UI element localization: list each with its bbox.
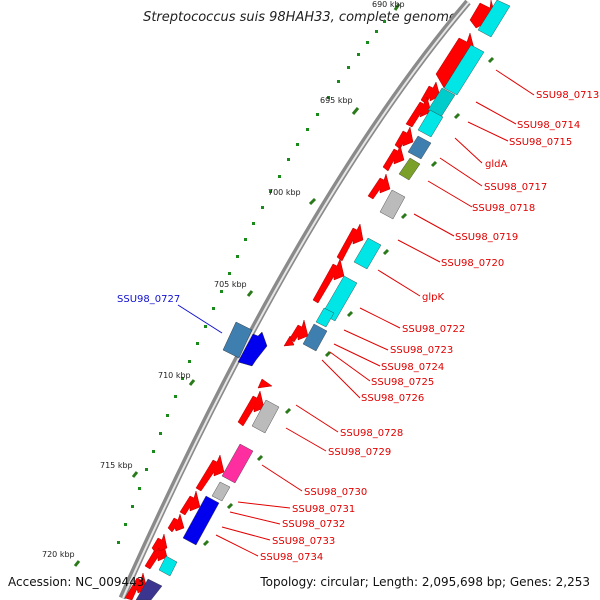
gene-label-glda[interactable]: gldA <box>485 159 507 170</box>
cds-0720-arrow[interactable] <box>336 223 364 262</box>
gene-label-0723[interactable]: SSU98_0723 <box>390 345 453 356</box>
gene-label-0726[interactable]: SSU98_0726 <box>361 393 424 404</box>
cat-0717[interactable] <box>407 135 432 160</box>
tick-label-720: 720 kbp <box>42 550 75 559</box>
tick-label-690: 690 kbp <box>372 0 405 9</box>
gene-label-0715[interactable]: SSU98_0715 <box>509 137 572 148</box>
gene-label-0714[interactable]: SSU98_0714 <box>517 120 580 131</box>
cds-0727-arrow[interactable] <box>237 331 268 367</box>
label-leader-0727 <box>177 304 223 334</box>
feature-category-ring <box>135 0 511 600</box>
gene-label-0717[interactable]: SSU98_0717 <box>484 182 547 193</box>
cds-0729-arrow[interactable] <box>257 378 273 389</box>
gene-label-0719[interactable]: SSU98_0719 <box>455 232 518 243</box>
cat-0724[interactable] <box>315 307 335 328</box>
cds-0726-arrow[interactable] <box>283 335 295 347</box>
cds-0731-arrow[interactable] <box>179 490 201 516</box>
cat-0731[interactable] <box>182 495 220 546</box>
cat-0729[interactable] <box>221 443 254 484</box>
cds-0717-arrow[interactable] <box>394 126 414 150</box>
inner-tick-marks <box>202 56 495 547</box>
cds-0719-arrow[interactable] <box>367 173 391 200</box>
gene-label-0732[interactable]: SSU98_0732 <box>282 519 345 530</box>
cds-0730-arrow[interactable] <box>195 454 225 492</box>
tick-label-715: 715 kbp <box>100 461 133 470</box>
gene-label-0730[interactable]: SSU98_0730 <box>304 487 367 498</box>
tick-labels: 690 kbp 695 kbp 700 kbp 705 kbp 710 kbp … <box>42 0 405 559</box>
cat-0735[interactable] <box>135 578 163 600</box>
cat-0728[interactable] <box>251 399 280 434</box>
genome-summary: Topology: circular; Length: 2,095,698 bp… <box>260 575 590 589</box>
gene-label-0722[interactable]: SSU98_0722 <box>402 324 465 335</box>
gene-label-0727[interactable]: SSU98_0727 <box>117 294 180 305</box>
cat-0719[interactable] <box>379 189 406 220</box>
tick-label-710: 710 kbp <box>158 371 191 380</box>
gene-label-0731[interactable]: SSU98_0731 <box>292 504 355 515</box>
accession-label: Accession: NC_009443 <box>8 575 145 589</box>
gene-labels: SSU98_0713 SSU98_0714 SSU98_0715 gldA SS… <box>117 90 599 563</box>
ruler-ticks <box>73 3 401 567</box>
cat-0714[interactable] <box>443 44 485 96</box>
cds-0718-arrow[interactable] <box>382 144 405 172</box>
outer-dotted-ring <box>117 20 386 544</box>
cat-0727[interactable] <box>222 321 253 359</box>
cat-0718[interactable] <box>398 157 421 181</box>
gene-label-glpk[interactable]: glpK <box>422 292 444 303</box>
cds-0722-arrow[interactable] <box>289 319 309 343</box>
cat-0723[interactable] <box>302 323 328 352</box>
gene-label-0729[interactable]: SSU98_0729 <box>328 447 391 458</box>
cat-0730[interactable] <box>211 481 231 502</box>
gene-label-0720[interactable]: SSU98_0720 <box>441 258 504 269</box>
tick-label-700: 700 kbp <box>268 188 301 197</box>
map-title: Streptococcus suis 98HAH33, complete gen… <box>143 10 457 25</box>
label-leaders <box>215 69 535 557</box>
reverse-strand-cds <box>222 321 268 367</box>
gene-label-0725[interactable]: SSU98_0725 <box>371 377 434 388</box>
cds-0732-arrow[interactable] <box>167 513 185 533</box>
tick-label-695: 695 kbp <box>320 96 353 105</box>
forward-strand-cds <box>124 0 498 600</box>
gene-label-0734[interactable]: SSU98_0734 <box>260 552 323 563</box>
tick-label-705: 705 kbp <box>214 280 247 289</box>
cat-0713[interactable] <box>477 0 511 38</box>
gene-label-0724[interactable]: SSU98_0724 <box>381 362 444 373</box>
gene-label-0733[interactable]: SSU98_0733 <box>272 536 335 547</box>
gene-label-0728[interactable]: SSU98_0728 <box>340 428 403 439</box>
gene-label-0718[interactable]: SSU98_0718 <box>472 203 535 214</box>
cat-glda[interactable] <box>417 109 444 138</box>
cds-0733b-arrow[interactable] <box>151 533 168 553</box>
genome-backbone-highlight <box>122 1 470 599</box>
cat-0734[interactable] <box>158 555 178 577</box>
cat-0720[interactable] <box>353 237 382 270</box>
gene-label-0713[interactable]: SSU98_0713 <box>536 90 599 101</box>
